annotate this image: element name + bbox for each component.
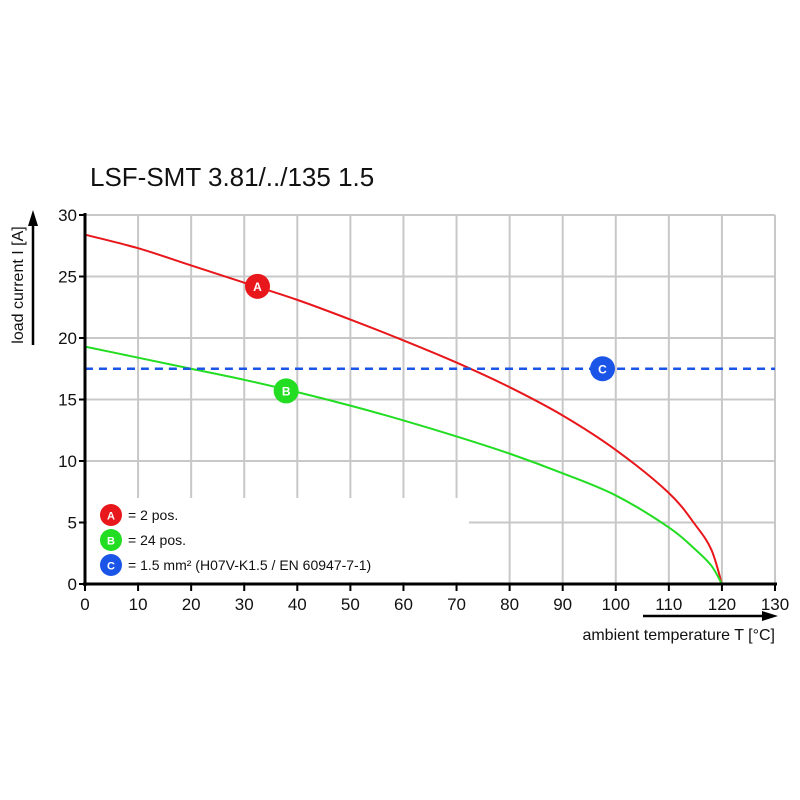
legend: A = 2 pos. B = 24 pos. C = 1.5 mm² (H07V-K1.5… — [100, 504, 371, 576]
legend-marker-label: C — [107, 561, 115, 573]
x-tick-label: 40 — [288, 595, 307, 614]
marker-c — [590, 356, 615, 382]
x-tick-label: 90 — [553, 595, 572, 614]
y-tick-label: 10 — [58, 452, 77, 471]
x-tick-label: 130 — [761, 595, 789, 614]
series-line-b — [84, 345, 723, 585]
y-tick-label: 30 — [58, 206, 77, 225]
legend-entry-label: = 2 pos. — [128, 507, 178, 523]
y-tick-label: 5 — [68, 514, 77, 533]
x-tick-label: 10 — [129, 595, 148, 614]
x-axis-label: ambient temperature T [°C] — [582, 627, 775, 644]
marker-label: B — [282, 384, 291, 398]
y-axis-arrow-icon — [28, 210, 38, 226]
x-tick-label: 100 — [602, 595, 630, 614]
x-axis-arrow-icon — [762, 611, 778, 621]
x-tick-label: 80 — [500, 595, 519, 614]
y-tick-label: 0 — [68, 575, 77, 594]
y-tick-label: 20 — [58, 329, 77, 348]
series-line-a — [84, 233, 723, 585]
marker-label: A — [253, 280, 262, 294]
y-tick-label: 25 — [58, 268, 77, 287]
legend-marker-b — [100, 529, 122, 551]
x-tick-label: 120 — [708, 595, 736, 614]
x-tick-label: 60 — [394, 595, 413, 614]
y-axis-label: load current I [A] — [10, 226, 27, 343]
legend-marker-label: B — [107, 536, 115, 548]
axes: 0 10 20 30 40 50 60 70 80 90 100 110 120 130 0 5 10 15 20 2… — [28, 206, 789, 621]
x-tick-label: 70 — [447, 595, 466, 614]
legend-entry-label: = 1.5 mm² (H07V-K1.5 / EN 60947-7-1) — [128, 557, 371, 573]
series-layer: A B C — [84, 233, 775, 585]
marker-label: C — [598, 362, 607, 376]
marker-b — [273, 378, 299, 404]
y-tick-label: 15 — [58, 391, 77, 410]
x-tick-label: 0 — [80, 595, 89, 614]
legend-entry-label: = 24 pos. — [128, 532, 186, 548]
x-tick-label: 50 — [341, 595, 360, 614]
legend-background — [87, 498, 469, 582]
legend-marker-label: A — [107, 511, 115, 523]
x-tick-label: 20 — [182, 595, 201, 614]
chart-title: LSF-SMT 3.81/../135 1.5 — [90, 162, 374, 192]
x-tick-label: 30 — [235, 595, 254, 614]
legend-marker-a — [100, 504, 122, 526]
marker-a — [245, 273, 270, 299]
x-tick-label: 110 — [655, 595, 682, 614]
legend-marker-c — [100, 554, 122, 576]
